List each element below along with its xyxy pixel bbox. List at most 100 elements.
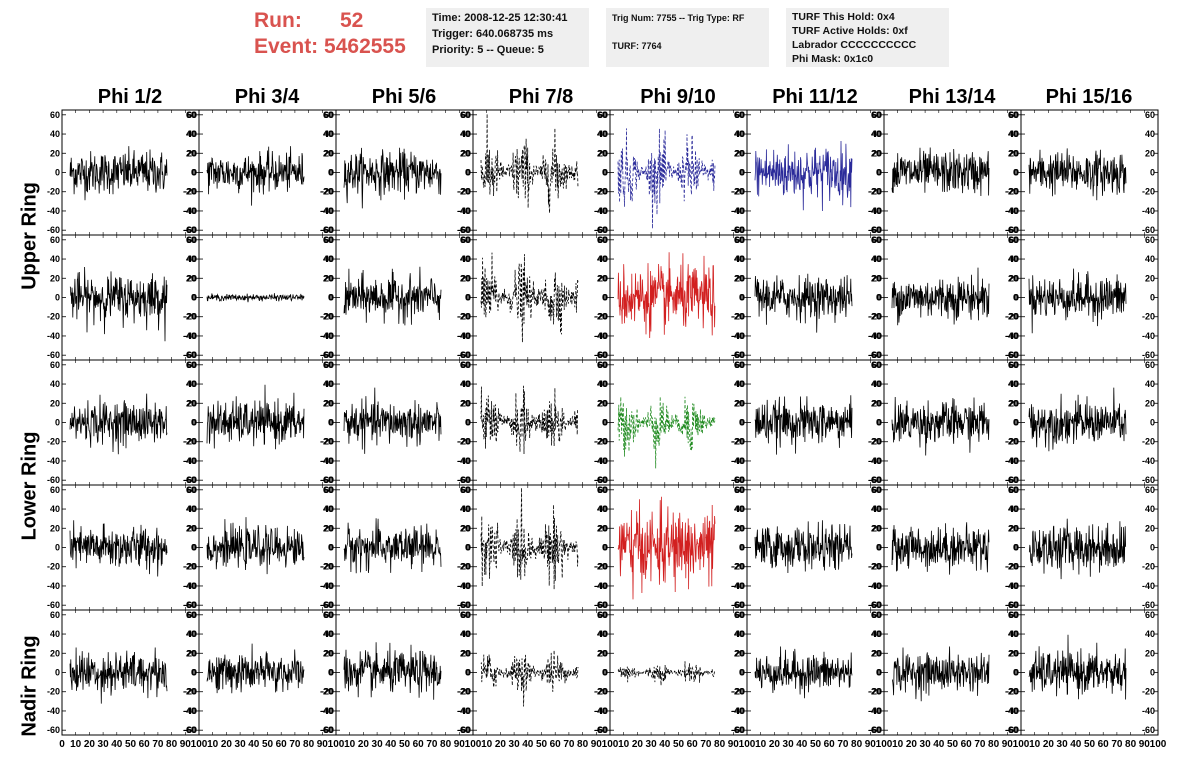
y-tick-label: 40 [461,629,471,639]
y-tick-label: 20 [50,648,60,658]
y-tick-label-right: -40 [183,456,196,466]
y-tick-label: 0 [603,668,608,678]
y-tick-label-right: 20 [871,523,881,533]
y-tick-label-right: -20 [1142,437,1155,447]
y-tick-label-right: -60 [320,225,333,235]
y-tick-label: -40 [732,706,745,716]
y-tick-label-right: -40 [1005,581,1018,591]
y-tick-label-right: -60 [183,475,196,485]
y-tick-label-right: -60 [183,725,196,735]
y-tick-label: -40 [321,581,334,591]
x-tick-label: 20 [358,739,370,750]
y-tick-label: 40 [461,504,471,514]
y-tick-label: -40 [869,581,882,591]
y-tick-label-right: 60 [1008,110,1018,120]
y-tick-label-right: 40 [323,629,333,639]
y-tick-label: 60 [735,485,745,495]
y-tick-label-right: -60 [594,350,607,360]
y-tick-label: -20 [321,312,334,322]
y-tick-label-right: 40 [1145,504,1155,514]
y-tick-label-right: 0 [465,668,470,678]
y-tick-label-right: -60 [1142,725,1155,735]
waveform-trace [69,146,168,201]
y-tick-label-right: 40 [186,629,196,639]
y-tick-label-right: -60 [1142,475,1155,485]
x-tick-label: 40 [659,739,671,750]
y-tick-label-right: 60 [323,360,333,370]
y-tick-label: -20 [732,562,745,572]
y-tick-label-right: -20 [457,562,470,572]
y-tick-label: 60 [1009,610,1019,620]
y-tick-label-right: 40 [460,254,470,264]
y-tick-label: 20 [1009,273,1019,283]
y-tick-label: 0 [329,418,334,428]
y-tick-label-right: 0 [465,418,470,428]
y-tick-label: 40 [598,254,608,264]
x-tick-label: 50 [536,739,548,750]
y-tick-label-right: -60 [1142,225,1155,235]
x-tick-label: 100 [1013,739,1030,750]
y-tick-label: 0 [55,543,60,553]
x-tick-label: 20 [906,739,918,750]
y-tick-label: 20 [461,398,471,408]
y-tick-label-right: 20 [186,523,196,533]
y-tick-label: 0 [740,293,745,303]
y-tick-label: -20 [321,687,334,697]
y-tick-label-right: 0 [602,418,607,428]
y-tick-label: 60 [324,235,334,245]
waveform-trace [1028,387,1127,452]
y-tick-label-right: -60 [457,725,470,735]
y-tick-label-right: 60 [734,610,744,620]
y-tick-label: -20 [595,562,608,572]
y-tick-label-right: -20 [1005,437,1018,447]
y-tick-label-right: -60 [868,475,881,485]
y-tick-label: -40 [47,706,60,716]
y-tick-label-right: -20 [320,312,333,322]
y-tick-label: 40 [1009,129,1019,139]
y-tick-label-right: -60 [1005,725,1018,735]
x-tick-label: 30 [235,739,247,750]
y-tick-label: -40 [732,581,745,591]
y-tick-label: -40 [184,581,197,591]
y-tick-label: 60 [187,110,197,120]
y-tick-label: 60 [50,610,60,620]
y-tick-label: -60 [321,725,334,735]
x-tick-label: 80 [714,739,726,750]
time-text: Time: 2008-12-25 12:30:41 [432,12,568,24]
waveform-trace [480,487,579,590]
y-tick-label-right: 40 [460,129,470,139]
y-tick-label: -20 [458,562,471,572]
y-tick-label-right: -40 [457,706,470,716]
y-tick-label-right: -40 [1142,581,1155,591]
y-tick-label-right: 0 [328,293,333,303]
y-tick-label: -40 [595,456,608,466]
y-tick-label: 40 [598,129,608,139]
y-tick-label-right: 40 [597,254,607,264]
y-tick-label: -40 [47,331,60,341]
y-tick-label-right: 20 [323,523,333,533]
y-tick-label: 40 [598,504,608,514]
x-tick-label: 30 [783,739,795,750]
y-tick-label-right: -60 [1005,350,1018,360]
y-tick-label-right: 20 [734,148,744,158]
y-tick-label: 40 [735,129,745,139]
y-tick-label-right: -20 [731,187,744,197]
y-tick-label: -40 [321,706,334,716]
y-tick-label: 0 [740,543,745,553]
y-tick-label: 40 [461,379,471,389]
y-tick-label-right: 20 [186,148,196,158]
y-tick-label: -40 [1006,581,1019,591]
y-tick-label-right: 60 [186,610,196,620]
y-tick-label-right: -60 [1005,600,1018,610]
y-tick-label: -60 [47,225,60,235]
y-tick-label: 40 [872,504,882,514]
y-tick-label: 40 [1009,379,1019,389]
y-tick-label: -40 [1006,331,1019,341]
y-tick-label: -40 [869,706,882,716]
y-tick-label-right: 0 [191,168,196,178]
y-tick-label: 0 [329,168,334,178]
y-tick-label: -20 [184,312,197,322]
y-tick-label: 40 [1009,254,1019,264]
y-tick-label-right: -20 [457,187,470,197]
y-tick-label: 60 [735,110,745,120]
